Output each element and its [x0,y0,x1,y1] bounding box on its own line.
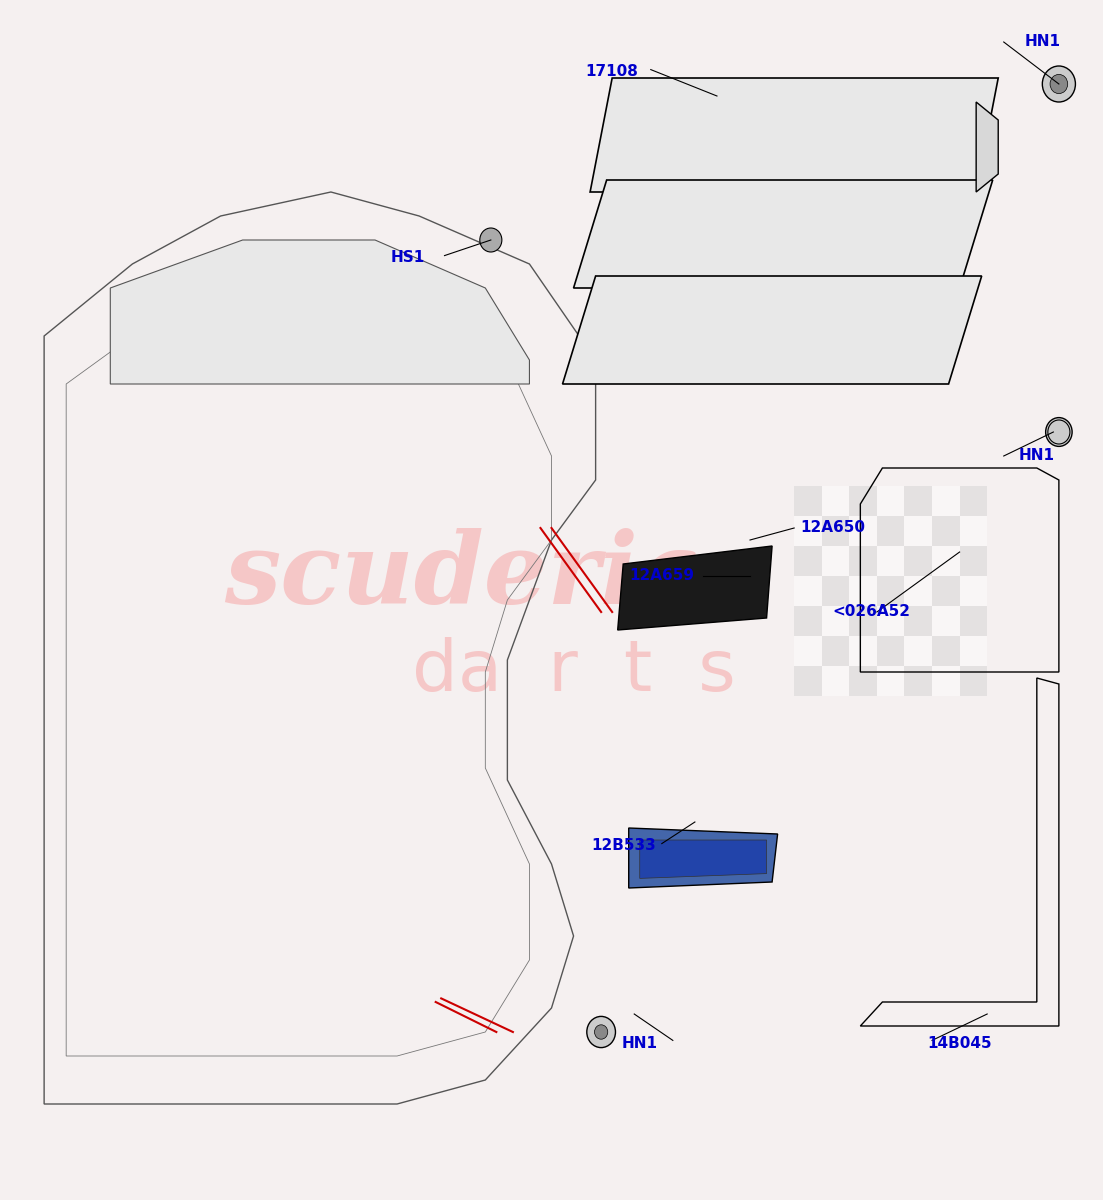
Bar [822,606,849,636]
Text: 12B533: 12B533 [591,839,655,853]
Circle shape [1042,66,1075,102]
Bar [932,486,960,516]
Bar [904,546,932,576]
Bar [822,666,849,696]
Bar [877,666,904,696]
Text: HN1: HN1 [622,1037,657,1051]
Text: <026A52: <026A52 [833,605,910,619]
Text: da  r  t  s: da r t s [411,637,736,707]
Bar [960,636,987,666]
Circle shape [1050,74,1068,94]
Bar [822,636,849,666]
Polygon shape [976,102,998,192]
Bar [960,546,987,576]
Bar [794,516,822,546]
Bar [849,636,877,666]
Bar [794,666,822,696]
Bar [960,486,987,516]
Bar [904,666,932,696]
Bar [822,516,849,546]
Bar [904,516,932,546]
Bar [877,486,904,516]
Bar [822,576,849,606]
Text: 12A650: 12A650 [801,521,865,535]
Bar [877,636,904,666]
Bar [877,606,904,636]
Bar [849,486,877,516]
Bar [960,666,987,696]
Bar [794,606,822,636]
Text: HN1: HN1 [1025,35,1060,49]
Bar [822,546,849,576]
Bar [794,576,822,606]
Bar [904,636,932,666]
Bar [904,486,932,516]
Polygon shape [640,840,767,878]
Bar [904,606,932,636]
Text: 17108: 17108 [586,65,639,79]
Text: 14B045: 14B045 [928,1037,992,1051]
Polygon shape [110,240,529,384]
Text: HS1: HS1 [390,251,426,265]
Bar [932,516,960,546]
Polygon shape [618,546,772,630]
Bar [794,546,822,576]
Bar [877,516,904,546]
Bar [960,606,987,636]
Circle shape [595,1025,608,1039]
Bar [960,516,987,546]
Circle shape [1046,418,1072,446]
Bar [932,636,960,666]
Bar [877,546,904,576]
Text: HN1: HN1 [1019,449,1054,463]
Bar [849,546,877,576]
Text: scuderia: scuderia [224,528,703,624]
Text: 12A659: 12A659 [630,569,694,583]
Circle shape [480,228,502,252]
Polygon shape [563,276,982,384]
Bar [904,576,932,606]
Circle shape [1048,420,1070,444]
Bar [794,486,822,516]
Bar [960,576,987,606]
Bar [932,576,960,606]
Polygon shape [574,180,993,288]
Polygon shape [590,78,998,192]
Bar [794,636,822,666]
Bar [932,666,960,696]
Bar [849,516,877,546]
Bar [877,576,904,606]
Bar [932,606,960,636]
Bar [849,666,877,696]
Circle shape [587,1016,615,1048]
Bar [849,606,877,636]
Polygon shape [629,828,778,888]
Bar [932,546,960,576]
Bar [822,486,849,516]
Bar [849,576,877,606]
